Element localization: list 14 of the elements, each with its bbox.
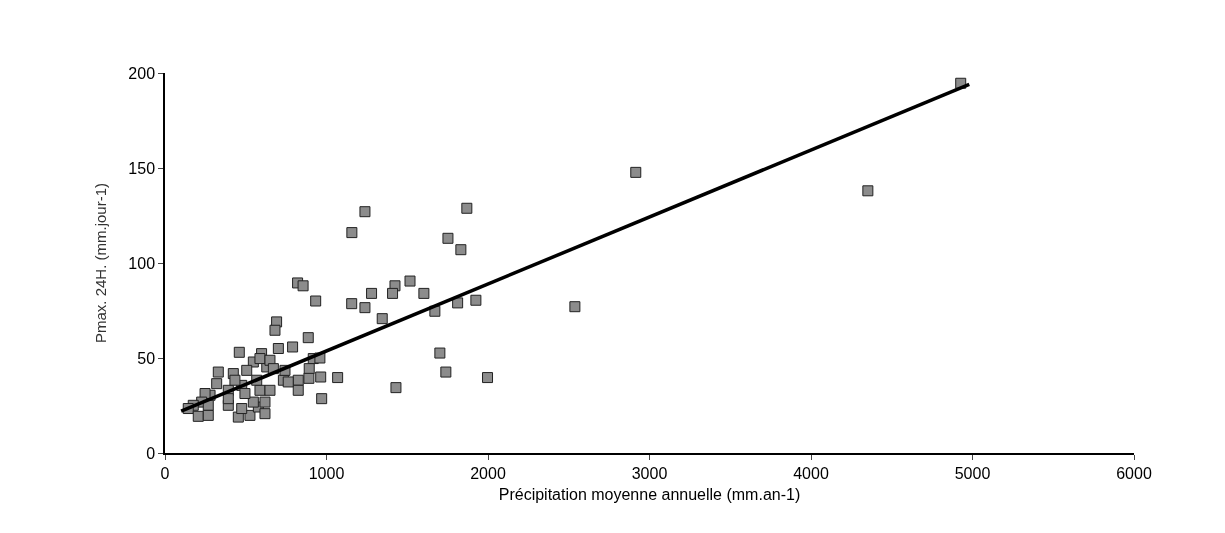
x-tick-label: 1000 bbox=[308, 464, 345, 482]
x-tick-label: 2000 bbox=[470, 464, 506, 482]
y-tick-label: 50 bbox=[137, 349, 156, 367]
y-axis-title: Pmax. 24H. (mm.jour-1) bbox=[92, 182, 110, 344]
x-tick-label: 3000 bbox=[631, 464, 668, 482]
y-tick-label: 150 bbox=[128, 159, 156, 177]
x-tick-label: 4000 bbox=[793, 464, 829, 482]
x-tick-label: 0 bbox=[160, 464, 170, 482]
x-tick-label: 5000 bbox=[954, 464, 991, 482]
x-axis-title: Précipitation moyenne annuelle (mm.an-1) bbox=[498, 486, 801, 504]
y-tick-label: 100 bbox=[128, 254, 156, 272]
y-tick-label: 0 bbox=[146, 444, 156, 462]
y-tick-label: 200 bbox=[128, 64, 156, 82]
x-tick-label: 6000 bbox=[1116, 464, 1152, 482]
